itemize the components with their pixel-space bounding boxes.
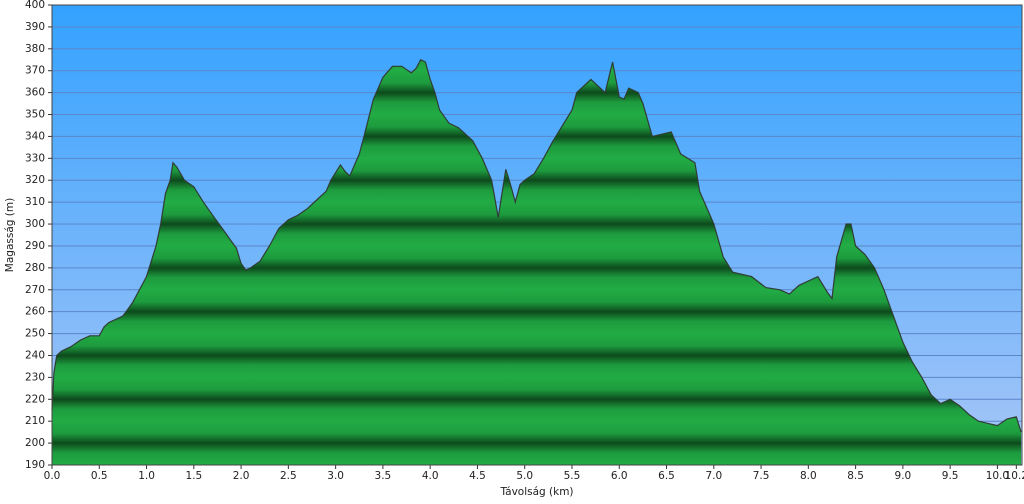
x-tick-label: 4.5 [469,470,486,482]
y-tick-label: 340 [25,130,45,142]
x-tick-label: 10.2 [1005,470,1024,482]
x-tick-label: 7.5 [753,470,770,482]
y-tick-label: 330 [25,152,45,164]
x-tick-label: 2.5 [280,470,297,482]
y-tick-label: 230 [25,371,45,383]
x-tick-label: 7.0 [705,470,722,482]
y-tick-label: 310 [25,196,45,208]
x-tick-label: 8.5 [847,470,864,482]
x-tick-label: 1.5 [185,470,202,482]
x-tick-label: 5.5 [564,470,581,482]
y-tick-label: 370 [25,65,45,77]
y-tick-label: 380 [25,43,45,55]
x-tick-label: 3.0 [327,470,344,482]
y-tick-label: 320 [25,174,45,186]
y-tick-label: 350 [25,109,45,121]
y-tick-label: 260 [25,306,45,318]
y-tick-label: 190 [25,459,45,471]
y-tick-label: 280 [25,262,45,274]
y-tick-label: 390 [25,21,45,33]
x-tick-label: 3.5 [375,470,392,482]
y-tick-label: 250 [25,328,45,340]
y-axis-label: Magasság (m) [4,198,16,272]
x-axis-label: Távolság (km) [499,486,573,498]
x-tick-label: 6.5 [658,470,675,482]
x-tick-label: 6.0 [611,470,628,482]
y-tick-label: 270 [25,284,45,296]
y-tick-label: 400 [25,0,45,11]
y-tick-label: 200 [25,437,45,449]
y-tick-label: 240 [25,349,45,361]
x-tick-label: 9.0 [895,470,912,482]
y-tick-label: 220 [25,393,45,405]
x-tick-label: 9.5 [942,470,959,482]
x-tick-label: 0.5 [91,470,108,482]
x-tick-label: 5.0 [516,470,533,482]
y-tick-label: 360 [25,87,45,99]
x-tick-label: 4.0 [422,470,439,482]
x-tick-label: 8.0 [800,470,817,482]
x-tick-label: 0.0 [44,470,61,482]
y-tick-label: 210 [25,415,45,427]
x-tick-label: 1.0 [138,470,155,482]
y-tick-label: 290 [25,240,45,252]
x-tick-label: 2.0 [233,470,250,482]
y-tick-label: 300 [25,218,45,230]
